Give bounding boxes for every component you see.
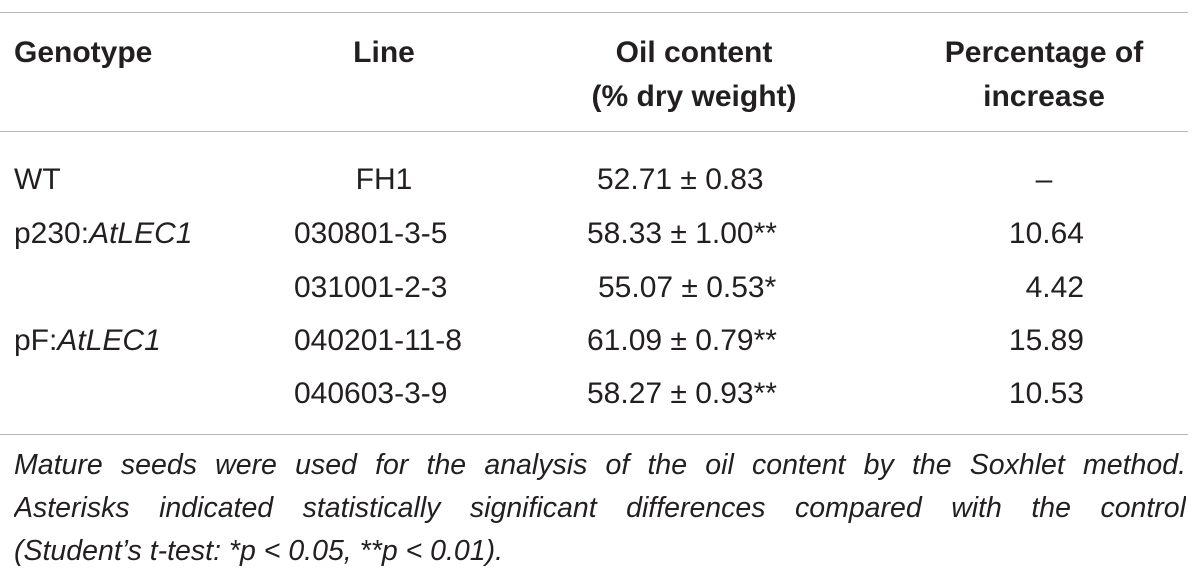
header-oil-content-line2: (% dry weight): [591, 80, 797, 113]
table-row-1-line: FH1: [355, 163, 413, 196]
footnote-line-3: (Student’s t-test: *p < 0.05, **p < 0.01…: [14, 535, 504, 567]
table-row-4-genotype: pF:AtLEC1: [14, 324, 161, 357]
table-row-4-line: 040201-11-8: [294, 324, 462, 357]
table-row-1-increase: –: [1035, 163, 1053, 196]
table-header-rule: [0, 131, 1188, 132]
table-row-5-oil: 58.27 ± 0.93**: [587, 377, 777, 410]
table-row-5-increase: 10.53: [1008, 377, 1084, 410]
header-percentage-line2: increase: [983, 80, 1105, 113]
footnote-line-1: Mature seeds were used for the analysis …: [14, 449, 1186, 481]
table-row-1-oil: 52.71 ± 0.83: [597, 163, 764, 196]
table-row-2-line: 030801-3-5: [294, 217, 448, 250]
header-percentage-line1: Percentage of: [944, 36, 1144, 69]
table-bottom-rule: [0, 434, 1188, 435]
header-oil-content-line1: Oil content: [615, 36, 773, 69]
table-row-2-increase: 10.64: [1008, 217, 1084, 250]
table-row-5-line: 040603-3-9: [294, 377, 448, 410]
table-row-4-increase: 15.89: [1008, 324, 1084, 357]
footnote-line-2: Asterisks indicated statistically signif…: [14, 492, 1186, 524]
table-row-3-increase: 4.42: [1025, 271, 1084, 304]
table-row-3-line: 031001-2-3: [294, 271, 448, 304]
table-top-rule: [0, 12, 1188, 13]
header-genotype: Genotype: [14, 36, 153, 69]
table-footnote: Mature seeds were used for the analysis …: [14, 444, 1186, 573]
table-row-4-oil: 61.09 ± 0.79**: [587, 324, 777, 357]
table-row-2-oil: 58.33 ± 1.00**: [587, 217, 777, 250]
header-line: Line: [353, 36, 415, 69]
table-row-3-oil: 55.07 ± 0.53*: [598, 271, 777, 304]
table-row-2-genotype: p230:AtLEC1: [14, 217, 193, 250]
table-row-1-genotype: WT: [14, 163, 61, 196]
